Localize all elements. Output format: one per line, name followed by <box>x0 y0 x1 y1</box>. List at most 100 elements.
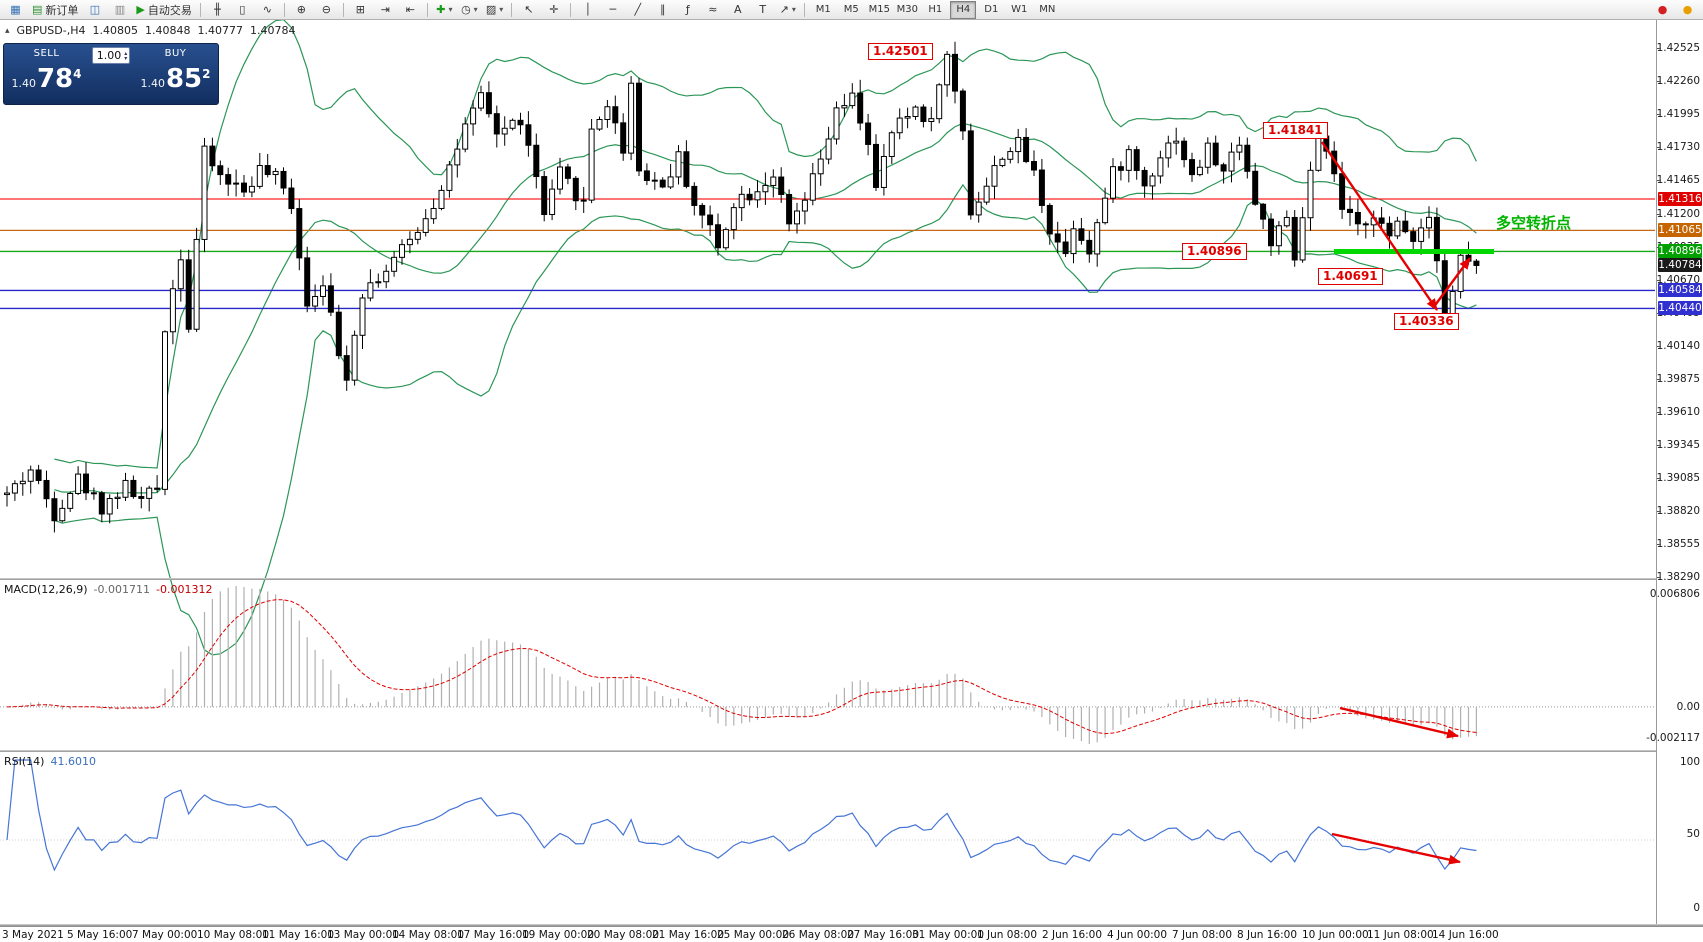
auto-scroll-icon[interactable]: ⇥ <box>373 0 398 19</box>
time-axis[interactable]: 3 May 2021 5 May 16:00 7 May 00:00 10 May 0… <box>0 926 1703 942</box>
panel-splitter[interactable] <box>0 578 1703 580</box>
channel-icon: ∥ <box>660 2 666 16</box>
line-chart-icon[interactable]: ∿ <box>255 0 280 19</box>
tf-button-mn[interactable]: MN <box>1039 4 1056 15</box>
wave-icon: ≈ <box>708 2 718 16</box>
time-axis-label: 25 May 00:00 <box>717 929 790 941</box>
macd-indicator-label: MACD(12,26,9) -0.001711 -0.001312 <box>4 583 212 596</box>
cursor-icon[interactable]: ↖ <box>516 0 541 19</box>
symbol-name: GBPUSD-,H4 <box>16 24 86 37</box>
price-axis-label: 1.40140 <box>1656 339 1700 352</box>
caret-down-icon: ▾ <box>448 5 453 14</box>
crosshair-icon[interactable]: ✛ <box>541 0 566 19</box>
periods-icon[interactable]: ◷ ▾ <box>457 0 482 19</box>
tile-windows-icon[interactable]: ⊞ <box>348 0 373 19</box>
new-chart-icon[interactable]: ▦ <box>3 0 28 19</box>
indicators-icon: ✚ <box>436 2 446 16</box>
lot-size-input[interactable]: 1.00 ▴ ▾ <box>91 47 131 64</box>
lot-spinner[interactable]: ▴ ▾ <box>124 49 128 62</box>
tf-button-m30[interactable]: M30 <box>896 4 918 15</box>
rsi-axis-label: 50 <box>1686 828 1700 840</box>
spinner-down-icon[interactable]: ▾ <box>124 54 128 62</box>
price-axis-label: 1.39875 <box>1656 373 1700 385</box>
tf-button-m1[interactable]: M1 <box>815 4 831 15</box>
new-chart-icon: ▦ <box>10 2 21 16</box>
price-axis-tick <box>1657 477 1661 479</box>
cursor-icon: ↖ <box>524 2 534 16</box>
price-callout[interactable]: 1.40896 <box>1182 243 1247 260</box>
panel-splitter[interactable] <box>0 750 1703 752</box>
price-callout[interactable]: 1.40691 <box>1318 268 1383 285</box>
candlestick-chart-icon[interactable]: ▯ <box>230 0 255 19</box>
time-axis-label: 31 May 00:00 <box>912 929 985 941</box>
spinner-up-icon[interactable]: ▴ <box>124 49 128 57</box>
zoom-in-icon[interactable]: ⊕ <box>289 0 314 19</box>
chart-shift-icon[interactable]: ⇤ <box>398 0 423 19</box>
vertical-line-icon: │ <box>584 2 592 16</box>
channel-icon[interactable]: ∥ <box>650 0 675 19</box>
tf-button-d1[interactable]: D1 <box>984 4 999 15</box>
charts-icon[interactable]: ◫ <box>82 0 107 19</box>
toolbar: ▦ ▤ 新订单 ◫ ▥ ▶ 自动交易 ╫ ▯ ∿ ⊕ ⊖ ⊞ ⇥ ⇤ ✚ ▾ ◷ ▾ ▨ ▾ ↖ ✛ │ ─ ╱ ∥ ƒ ≈ A T ↗ ▾ M… <box>0 0 1703 20</box>
turning-point-label[interactable]: 多空转折点 <box>1496 214 1572 232</box>
price-axis-tick <box>1657 379 1661 380</box>
templates-icon[interactable]: ▨ ▾ <box>482 0 507 19</box>
periods-icon: ◷ <box>461 2 471 16</box>
horizontal-line-icon[interactable]: ─ <box>600 0 625 19</box>
vertical-line-icon[interactable]: │ <box>575 0 600 19</box>
arrows-icon[interactable]: ↗ ▾ <box>775 0 800 19</box>
price-axis-label: 1.39085 <box>1656 471 1700 484</box>
price-callout[interactable]: 1.41841 <box>1263 122 1328 139</box>
price-callout[interactable]: 1.42501 <box>868 43 933 60</box>
bar-chart-icon[interactable]: ╫ <box>205 0 230 19</box>
community-icon-button[interactable]: ● <box>1650 0 1675 19</box>
profiles-icon[interactable]: ▥ <box>107 0 132 19</box>
buy-price-sup: 2 <box>202 67 211 81</box>
fibonacci-icon[interactable]: ƒ <box>675 0 700 19</box>
price-axis-label: 1.42525 <box>1656 42 1700 54</box>
sell-price-big: 78 <box>36 64 74 94</box>
text-icon: A <box>734 2 742 16</box>
toolbar-right-group: ● ● <box>1650 0 1700 19</box>
tf-button-m5[interactable]: M5 <box>843 4 859 15</box>
tf-button-m15[interactable]: M15 <box>868 4 890 15</box>
time-axis-label: 27 May 16:00 <box>847 929 920 941</box>
time-axis-label: 10 May 08:00 <box>197 929 270 941</box>
profiles-icon: ▥ <box>114 2 126 16</box>
text-icon[interactable]: A <box>725 0 750 19</box>
notification-icon-button[interactable]: ● <box>1675 0 1700 19</box>
line-chart-icon: ∿ <box>262 2 272 16</box>
candlestick-chart-icon: ▯ <box>239 2 246 16</box>
zoom-out-icon: ⊖ <box>321 2 331 16</box>
zoom-out-icon[interactable]: ⊖ <box>314 0 339 19</box>
price-axis-tick <box>1657 577 1661 578</box>
trendline-icon[interactable]: ╱ <box>625 0 650 19</box>
wave-icon[interactable]: ≈ <box>700 0 725 19</box>
panel-splitter[interactable] <box>0 924 1703 926</box>
time-axis-label: 17 May 16:00 <box>457 929 530 941</box>
price-axis-tick <box>1657 445 1661 447</box>
price-axis-tick <box>1657 345 1661 347</box>
text-label-icon[interactable]: T <box>750 0 775 19</box>
price-callout[interactable]: 1.40336 <box>1394 313 1459 330</box>
time-axis-label: 1 Jun 08:00 <box>977 929 1038 941</box>
tf-button-w1[interactable]: W1 <box>1011 4 1028 15</box>
price-tag: 1.41065 <box>1658 223 1702 238</box>
time-axis-label: 26 May 08:00 <box>782 929 855 941</box>
one-click-collapse-icon[interactable]: ▴ <box>5 25 10 36</box>
macd-name: MACD(12,26,9) <box>4 583 88 596</box>
time-axis-label: 2 Jun 16:00 <box>1042 929 1103 941</box>
time-axis-label: 7 May 00:00 <box>132 929 198 941</box>
indicators-icon[interactable]: ✚ ▾ <box>432 0 457 19</box>
buy-button[interactable]: 1.40 85 2 <box>133 64 218 104</box>
new-order-button[interactable]: ▤ 新订单 <box>28 0 82 19</box>
tf-button-h1[interactable]: H1 <box>928 4 943 15</box>
autotrading-button[interactable]: ▶ 自动交易 <box>132 0 195 19</box>
price-axis[interactable]: 1.42525 1.42260 1.41995 1.41730 1.41465 1.412… <box>1646 20 1703 924</box>
price-axis-label: 1.40670 <box>1656 273 1700 286</box>
sell-button[interactable]: 1.40 78 4 <box>4 64 89 104</box>
crosshair-icon: ✛ <box>549 2 559 16</box>
tf-button-h4[interactable]: H4 <box>950 0 977 19</box>
buy-price-big: 85 <box>165 64 203 94</box>
